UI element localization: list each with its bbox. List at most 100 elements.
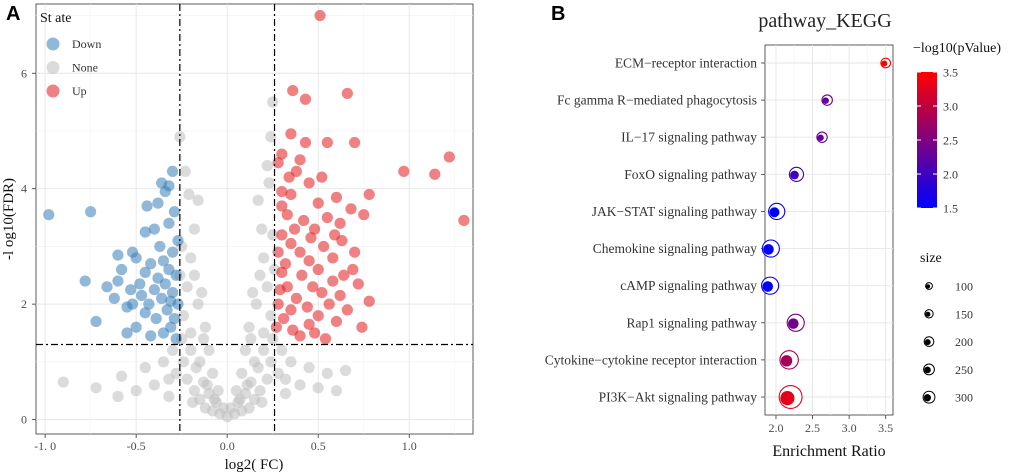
volcano-point-none [321, 367, 333, 379]
volcano-point-up [274, 284, 286, 296]
volcano-point-none [258, 344, 270, 356]
pathway-label: Fc gamma R−mediated phagocytosis [557, 93, 757, 108]
volcano-point-up [276, 148, 288, 160]
volcano-point-up [285, 188, 297, 201]
volcano-point-none [181, 373, 193, 385]
volcano-point-up [296, 269, 308, 281]
volcano-point-none [177, 356, 190, 368]
volcano-point-up [356, 321, 368, 333]
volcano-point-down [108, 292, 120, 304]
volcano-point-down [170, 269, 182, 281]
volcano-point-up [276, 229, 288, 241]
color-legend-bar [917, 72, 937, 208]
volcano-point-up [334, 289, 346, 302]
volcano-point-down [166, 286, 179, 299]
legend-label-up: Up [72, 84, 87, 98]
volcano-point-none [261, 160, 273, 172]
volcano-point-up [276, 200, 288, 212]
volcano-point-none [185, 327, 197, 339]
x-tick-label: 0.0 [220, 439, 235, 453]
volcano-point-up [298, 214, 310, 227]
volcano-point-down [139, 266, 151, 278]
volcano-point-none [194, 356, 206, 368]
volcano-point-down [157, 255, 170, 267]
x-tick-label: 2.5 [805, 421, 820, 435]
volcano-point-up [327, 275, 339, 287]
volcano-point-none [252, 194, 264, 206]
volcano-point-up [443, 151, 455, 163]
volcano-point-none [245, 333, 257, 345]
volcano-point-up [327, 252, 339, 264]
volcano-point-down [145, 330, 157, 342]
size-legend-label: 300 [955, 391, 973, 405]
volcano-point-down [126, 298, 139, 310]
volcano-point-none [234, 393, 246, 405]
volcano-point-up [334, 217, 346, 229]
kegg-title: pathway_KEGG [758, 10, 891, 32]
x-tick-label: 0.5 [311, 439, 326, 453]
volcano-point-down [166, 246, 179, 258]
volcano-point-down [43, 209, 55, 221]
volcano-point-none [285, 356, 297, 368]
volcano-point-up [285, 128, 297, 140]
volcano-point-none [192, 298, 204, 310]
volcano-point-up [323, 298, 335, 310]
pvalue-color-legend: −log10(pValue) 1.5 2.0 2.5 3.0 3.5 [913, 41, 1001, 216]
volcano-point-up [345, 203, 357, 215]
volcano-point-down [90, 315, 102, 328]
y-tick-label: 0 [21, 413, 27, 427]
volcano-point-none [166, 344, 179, 356]
volcano-point-down [148, 284, 160, 296]
volcano-point-down [101, 281, 113, 293]
volcano-point-none [185, 344, 197, 356]
volcano-point-down [112, 249, 124, 261]
volcano-point-none [163, 390, 175, 403]
volcano-point-none [192, 194, 204, 206]
volcano-point-up [330, 315, 343, 328]
volcano-point-none [57, 376, 69, 388]
volcano-point-none [261, 373, 273, 385]
volcano-point-down [115, 263, 128, 276]
volcano-point-down [170, 333, 182, 345]
volcano-point-up [303, 318, 315, 330]
volcano-y-ticks: 0 2 4 6 [21, 66, 36, 427]
pathway-label: cAMP signaling pathway [620, 278, 757, 293]
volcano-point-down [85, 206, 97, 218]
volcano-point-up [303, 177, 315, 189]
volcano-point-none [201, 379, 213, 391]
pathway-label: Rap1 signaling pathway [627, 315, 758, 330]
volcano-point-none [212, 385, 224, 397]
legend-label-down: Down [72, 37, 101, 51]
volcano-point-none [115, 370, 128, 382]
volcano-point-down [172, 298, 184, 310]
color-legend-label: 2.5 [943, 134, 958, 148]
volcano-point-none [265, 310, 277, 322]
volcano-point-none [276, 344, 288, 356]
volcano-point-none [267, 96, 279, 108]
volcano-point-none [265, 356, 277, 368]
legend-swatch-none [46, 61, 60, 74]
volcano-point-down [145, 258, 157, 270]
volcano-point-up [321, 211, 333, 224]
volcano-point-down [125, 284, 137, 296]
size-legend-title: size [920, 251, 942, 266]
color-legend-label: 1.5 [943, 202, 958, 216]
volcano-point-up [276, 185, 288, 198]
volcano-point-none [267, 333, 279, 345]
volcano-point-none [186, 396, 199, 408]
pathway-label: PI3K−Akt signaling pathway [599, 390, 758, 405]
volcano-point-up [283, 171, 295, 183]
volcano-point-down [141, 200, 153, 212]
volcano-point-none [197, 333, 210, 345]
volcano-point-up [285, 304, 297, 316]
volcano-point-down [161, 304, 173, 316]
volcano-point-up [352, 278, 364, 290]
volcano-point-up [347, 263, 359, 276]
kegg-x-title: Enrichment Ratio [772, 443, 885, 460]
volcano-point-down [154, 240, 166, 253]
volcano-point-none [208, 393, 221, 405]
volcano-point-none [243, 321, 255, 333]
x-tick-label: 3.0 [842, 421, 857, 435]
volcano-point-none [174, 131, 186, 143]
volcano-point-up [330, 191, 343, 203]
